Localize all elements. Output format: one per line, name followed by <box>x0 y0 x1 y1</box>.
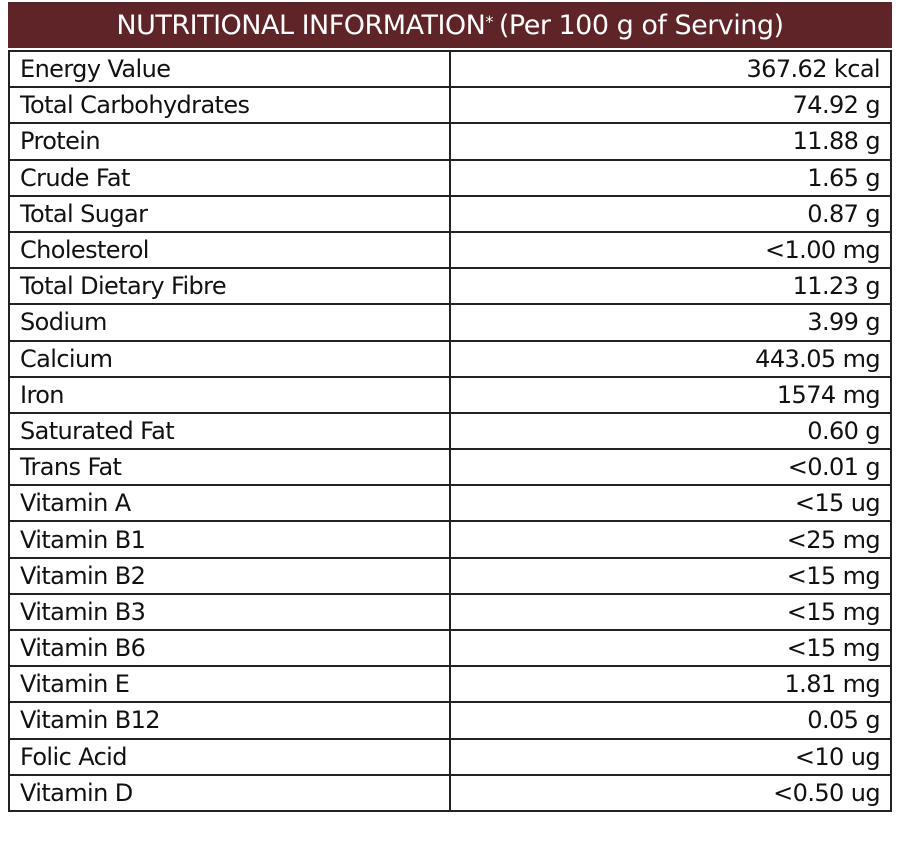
nutrient-value: <15 mg <box>449 628 892 668</box>
table-row: Crude Fat 1.65 g <box>8 158 892 197</box>
nutrient-value: <1.00 mg <box>449 230 892 270</box>
nutrient-name: Energy Value <box>8 49 451 89</box>
table-row: Vitamin B6 <15 mg <box>8 628 892 668</box>
nutrient-name: Cholesterol <box>8 230 451 270</box>
nutrient-value: 0.87 g <box>449 194 892 233</box>
table-row: Vitamin A <15 ug <box>8 484 892 523</box>
nutrient-value: 1.81 mg <box>449 665 892 704</box>
nutrient-value: <0.50 ug <box>449 773 892 812</box>
table-row: Cholesterol <1.00 mg <box>8 230 892 270</box>
nutrient-value: 0.60 g <box>449 411 892 451</box>
table-row: Vitamin B2 <15 mg <box>8 556 892 595</box>
nutrient-name: Crude Fat <box>8 158 451 197</box>
table-row: Vitamin E 1.81 mg <box>8 665 892 704</box>
nutrient-name: Total Carbohydrates <box>8 86 451 125</box>
nutrient-name: Folic Acid <box>8 737 451 776</box>
nutrient-name: Vitamin A <box>8 484 451 523</box>
table-row: Total Carbohydrates 74.92 g <box>8 86 892 125</box>
nutrient-value: 1.65 g <box>449 158 892 197</box>
table-row: Calcium 443.05 mg <box>8 339 892 378</box>
table-row: Vitamin D <0.50 ug <box>8 773 892 812</box>
nutrient-name: Vitamin B1 <box>8 520 451 559</box>
table-row: Sodium 3.99 g <box>8 303 892 342</box>
title: NUTRITIONAL INFORMATION <box>116 9 486 41</box>
nutrient-value: 3.99 g <box>449 303 892 342</box>
table-row: Vitamin B1 <25 mg <box>8 520 892 559</box>
table-row: Vitamin B3 <15 mg <box>8 592 892 632</box>
nutrient-name: Total Sugar <box>8 194 451 233</box>
nutrient-value: 1574 mg <box>449 375 892 414</box>
nutrient-value: <15 mg <box>449 592 892 632</box>
nutrient-value: 443.05 mg <box>449 339 892 378</box>
nutrient-value: 367.62 kcal <box>449 49 892 89</box>
subtitle: (Per 100 g of Serving) <box>498 9 784 41</box>
nutrition-panel: NUTRITIONAL INFORMATION * (Per 100 g of Se… <box>8 2 892 812</box>
nutrient-value: <25 mg <box>449 520 892 559</box>
nutrition-table: Energy Value 367.62 kcal Total Carbohydrat… <box>8 49 892 812</box>
nutrient-name: Vitamin B3 <box>8 592 451 632</box>
nutrient-name: Vitamin B2 <box>8 556 451 595</box>
nutrient-name: Vitamin D <box>8 773 451 812</box>
table-row: Protein 11.88 g <box>8 122 892 161</box>
table-row: Vitamin B12 0.05 g <box>8 701 892 740</box>
nutrient-value: 11.23 g <box>449 267 892 306</box>
nutrient-name: Vitamin E <box>8 665 451 704</box>
nutrient-name: Calcium <box>8 339 451 378</box>
nutrient-value: <15 mg <box>449 556 892 595</box>
nutrient-name: Protein <box>8 122 451 161</box>
nutrient-name: Vitamin B12 <box>8 701 451 740</box>
nutrient-value: 74.92 g <box>449 86 892 125</box>
nutrient-value: <0.01 g <box>449 448 892 487</box>
nutrient-name: Iron <box>8 375 451 414</box>
nutrient-value: 11.88 g <box>449 122 892 161</box>
nutrient-value: <10 ug <box>449 737 892 776</box>
nutrient-name: Total Dietary Fibre <box>8 267 451 306</box>
table-row: Folic Acid <10 ug <box>8 737 892 776</box>
table-row: Saturated Fat 0.60 g <box>8 411 892 451</box>
table-row: Energy Value 367.62 kcal <box>8 49 892 89</box>
nutrient-name: Trans Fat <box>8 448 451 487</box>
header: NUTRITIONAL INFORMATION * (Per 100 g of Se… <box>8 2 892 48</box>
nutrient-name: Saturated Fat <box>8 411 451 451</box>
nutrient-value: <15 ug <box>449 484 892 523</box>
table-row: Iron 1574 mg <box>8 375 892 414</box>
table-row: Total Dietary Fibre 11.23 g <box>8 267 892 306</box>
table-body: Energy Value 367.62 kcal Total Carbohydrat… <box>8 49 892 812</box>
table-row: Total Sugar 0.87 g <box>8 194 892 233</box>
nutrient-value: 0.05 g <box>449 701 892 740</box>
nutrient-name: Vitamin B6 <box>8 628 451 668</box>
nutrient-name: Sodium <box>8 303 451 342</box>
table-row: Trans Fat <0.01 g <box>8 448 892 487</box>
title-mark: * <box>485 11 493 31</box>
